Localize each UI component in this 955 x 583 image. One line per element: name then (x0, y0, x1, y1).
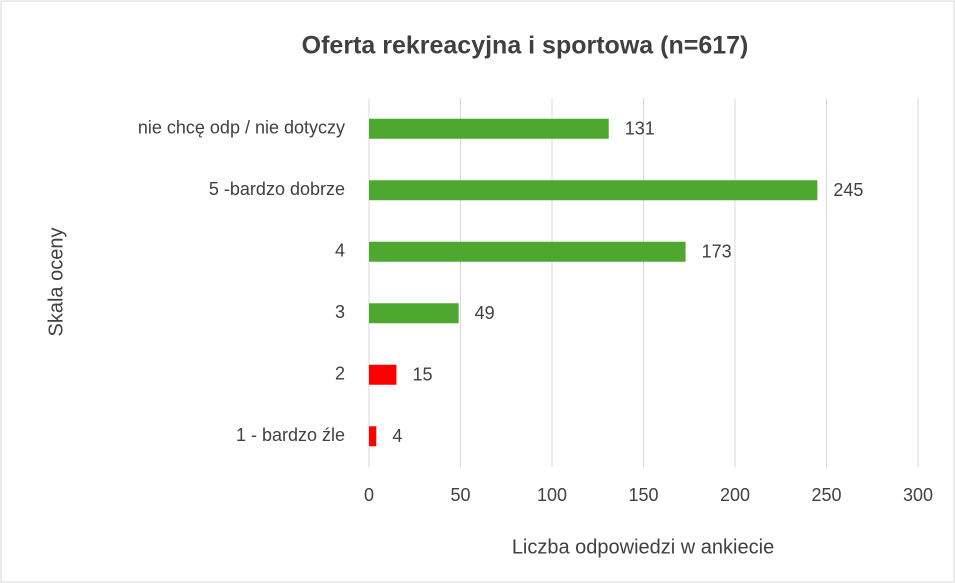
y-tick-label: 3 (335, 302, 345, 322)
bar (369, 241, 686, 262)
x-axis-label: Liczba odpowiedzi w ankiecie (512, 536, 774, 558)
data-label: 49 (475, 303, 495, 323)
x-tick-label: 300 (903, 485, 933, 505)
x-tick-label: 50 (450, 485, 470, 505)
x-tick-label: 150 (628, 485, 658, 505)
y-tick-label: 1 - bardzo źle (236, 425, 345, 445)
y-tick-label: nie chcę odp / nie dotyczy (138, 118, 345, 138)
data-label: 4 (392, 426, 402, 446)
y-tick-label: 2 (335, 364, 345, 384)
data-label: 245 (833, 180, 863, 200)
bar (369, 180, 818, 201)
chart-title: Oferta rekreacyjna i sportowa (n=617) (302, 32, 749, 60)
bar (369, 303, 459, 324)
x-tick-label: 250 (811, 485, 841, 505)
y-tick-label: 5 -bardzo dobrze (209, 179, 345, 199)
y-axis-label: Skala oceny (45, 228, 67, 337)
bar (369, 118, 609, 139)
bar (369, 364, 397, 385)
x-tick-label: 0 (364, 485, 374, 505)
data-label: 15 (412, 365, 432, 385)
y-tick-label: 4 (335, 241, 345, 261)
x-tick-label: 100 (537, 485, 567, 505)
x-tick-label: 200 (720, 485, 750, 505)
bar (369, 426, 377, 447)
data-label: 131 (625, 119, 655, 139)
data-label: 173 (702, 242, 732, 262)
